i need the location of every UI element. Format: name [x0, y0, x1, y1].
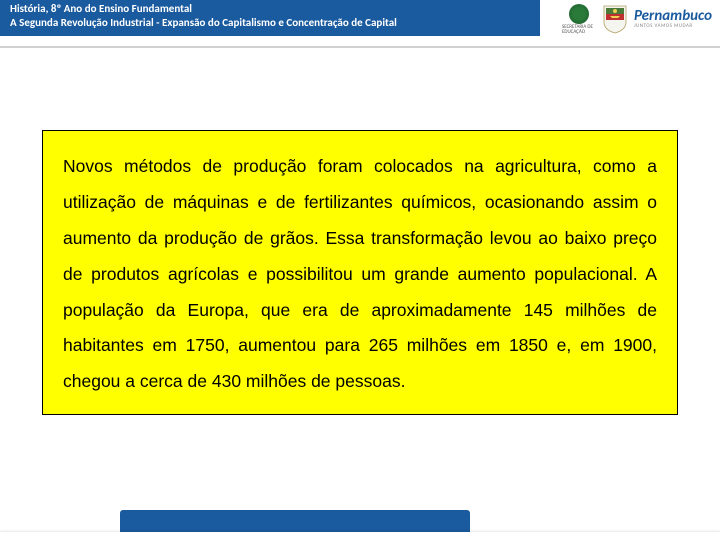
pernambuco-logo: Pernambuco JUNTOS VAMOS MUDAR — [634, 10, 712, 28]
pernambuco-brand-text: Pernambuco — [634, 10, 712, 24]
header-logos: SECRETARIA DE EDUCAÇÃO Pernambuco JUNTOS… — [562, 2, 712, 36]
state-shield-icon — [602, 4, 628, 34]
secretaria-label: SECRETARIA DE EDUCAÇÃO — [562, 25, 596, 35]
header-title-block: História, 8º Ano do Ensino Fundamental A… — [0, 0, 540, 36]
secretaria-circle-icon — [569, 4, 589, 24]
footer-blue-bar — [120, 510, 470, 532]
header-blue-bar: História, 8º Ano do Ensino Fundamental A… — [0, 0, 540, 42]
secretaria-educacao-logo: SECRETARIA DE EDUCAÇÃO — [562, 2, 596, 36]
slide-content: Novos métodos de produção foram colocado… — [42, 130, 678, 415]
header-topic-line: A Segunda Revolução Industrial - Expansã… — [10, 16, 530, 30]
slide-header: História, 8º Ano do Ensino Fundamental A… — [0, 0, 720, 48]
pernambuco-slogan: JUNTOS VAMOS MUDAR — [634, 24, 712, 29]
header-subject-line: História, 8º Ano do Ensino Fundamental — [10, 2, 530, 16]
footer-white-strip — [0, 532, 720, 540]
highlight-text-box: Novos métodos de produção foram colocado… — [42, 130, 678, 415]
body-paragraph: Novos métodos de produção foram colocado… — [63, 149, 657, 400]
